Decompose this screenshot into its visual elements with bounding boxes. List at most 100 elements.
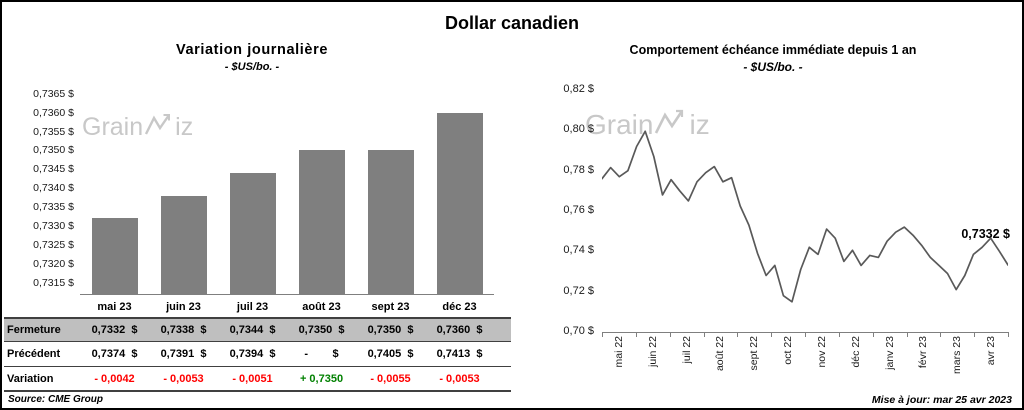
bar bbox=[91, 218, 138, 294]
table-cell: 0,7391 $ bbox=[160, 348, 207, 360]
x-axis-label: mai 22 bbox=[612, 336, 625, 368]
left-y-tick-label: 0,7330 $ bbox=[33, 220, 74, 232]
table-cell: 0,7338 $ bbox=[160, 324, 207, 336]
row-variation: Variation - 0,0042 - 0,0053 - 0,0051 + 0,735… bbox=[4, 367, 511, 392]
bar bbox=[367, 150, 414, 294]
update-note: Mise à jour: mar 25 avr 2023 bbox=[871, 394, 1012, 406]
x-axis-label: avr 23 bbox=[985, 336, 998, 366]
row-label: Précédent bbox=[7, 348, 61, 360]
right-y-tick-label: 0,78 $ bbox=[563, 163, 594, 176]
right-y-tick-label: 0,70 $ bbox=[563, 325, 594, 337]
right-y-tick-label: 0,80 $ bbox=[563, 123, 594, 136]
left-chart-x-axis-line bbox=[80, 294, 494, 295]
table-cell: - 0,0042 bbox=[94, 373, 135, 385]
bar bbox=[160, 195, 207, 294]
watermark-text-suffix: iz bbox=[175, 113, 194, 141]
table-cell: - $ bbox=[304, 348, 339, 360]
row-precedent: Précédent 0,7374 $ 0,7391 $ 0,7394 $ - $ 0,74… bbox=[4, 342, 511, 367]
table-cell: 0,7374 $ bbox=[91, 348, 138, 360]
column-header: déc 23 bbox=[442, 301, 477, 313]
column-header: août 23 bbox=[302, 301, 341, 313]
column-header: juil 23 bbox=[236, 301, 269, 313]
left-chart-subtitle: - $US/bo. - bbox=[224, 61, 280, 73]
chart-zigzag-icon bbox=[654, 108, 688, 142]
x-axis-tick bbox=[602, 333, 603, 337]
watermark-text-prefix: Grain bbox=[585, 109, 654, 140]
left-y-tick-label: 0,7360 $ bbox=[33, 106, 74, 119]
table-cell: - 0,0053 bbox=[163, 373, 204, 385]
source-note: Source: CME Group bbox=[8, 394, 104, 405]
x-axis-label: déc 22 bbox=[849, 336, 862, 368]
x-axis-label: sept 22 bbox=[748, 336, 761, 371]
table-cell: 0,7360 $ bbox=[436, 324, 483, 336]
x-axis-label: janv 23 bbox=[883, 336, 896, 370]
column-header: mai 23 bbox=[97, 301, 132, 313]
column-header: sept 23 bbox=[371, 301, 410, 313]
last-price-annotation: 0,7332 $ bbox=[961, 227, 1010, 242]
grainwiz-watermark: Grain iz bbox=[585, 108, 710, 142]
grainwiz-watermark: Grain iz bbox=[82, 112, 193, 143]
table-cell: 0,7405 $ bbox=[367, 348, 414, 360]
x-axis-label: juil 22 bbox=[680, 336, 693, 364]
x-axis-tick bbox=[940, 333, 942, 337]
x-axis-tick bbox=[703, 333, 705, 337]
x-axis-tick bbox=[669, 333, 671, 337]
right-y-tick-label: 0,76 $ bbox=[563, 204, 594, 216]
row-label: Variation bbox=[7, 373, 54, 385]
table-cell: 0,7344 $ bbox=[229, 324, 276, 336]
left-y-tick-label: 0,7320 $ bbox=[33, 257, 74, 270]
watermark-text-prefix: Grain bbox=[82, 113, 144, 141]
x-axis-label: juin 22 bbox=[646, 336, 659, 367]
x-axis-tick bbox=[737, 333, 739, 337]
left-y-tick-label: 0,7315 $ bbox=[33, 276, 74, 289]
right-y-tick-label: 0,72 $ bbox=[563, 284, 594, 297]
bar bbox=[436, 112, 483, 294]
table-header-row: mai 23 juin 23 juil 23 août 23 sept 23 déc 23 bbox=[4, 297, 511, 317]
table-cell: 0,7413 $ bbox=[436, 348, 483, 360]
x-axis-tick bbox=[906, 333, 908, 337]
x-axis-tick bbox=[838, 333, 840, 337]
right-chart-subtitle: - $US/bo. - bbox=[743, 60, 803, 74]
left-y-tick-label: 0,7365 $ bbox=[33, 87, 74, 100]
left-y-tick-label: 0,7355 $ bbox=[33, 125, 74, 138]
x-axis-label: août 22 bbox=[714, 336, 727, 372]
table-cell: - 0,0053 bbox=[439, 373, 480, 385]
row-fermeture: Fermeture 0,7332 $ 0,7338 $ 0,7344 $ 0,7350 … bbox=[4, 317, 511, 342]
x-axis-tick bbox=[771, 333, 773, 337]
table-cell: 0,7350 $ bbox=[298, 324, 345, 336]
table-cell: - 0,0051 bbox=[232, 373, 273, 385]
x-axis-tick bbox=[635, 333, 637, 337]
row-label: Fermeture bbox=[7, 324, 61, 336]
bar bbox=[298, 150, 345, 294]
left-chart-title: Variation journalière bbox=[175, 42, 328, 58]
x-axis-label: nov 22 bbox=[815, 336, 828, 368]
bar bbox=[229, 173, 276, 294]
right-y-tick-label: 0,74 $ bbox=[563, 244, 594, 257]
table-cell: 0,7332 $ bbox=[91, 324, 138, 336]
watermark-text-suffix: iz bbox=[689, 109, 710, 140]
x-axis-tick bbox=[872, 333, 874, 337]
right-y-tick-label: 0,82 $ bbox=[563, 83, 594, 95]
right-chart-x-axis-line bbox=[602, 332, 1009, 333]
table-cell: 0,7394 $ bbox=[229, 348, 276, 360]
table-cell: - 0,0055 bbox=[370, 373, 411, 385]
left-y-tick-label: 0,7350 $ bbox=[33, 144, 74, 157]
column-header: juin 23 bbox=[166, 301, 201, 313]
left-y-tick-label: 0,7335 $ bbox=[33, 201, 74, 214]
right-chart-title: Comportement échéance immédiate depuis 1… bbox=[629, 43, 917, 57]
x-axis-tick bbox=[974, 333, 976, 337]
x-axis-label: févr 23 bbox=[917, 336, 930, 369]
page-title: Dollar canadien bbox=[444, 13, 580, 33]
x-axis-label: mars 23 bbox=[951, 336, 964, 374]
x-axis-tick bbox=[805, 333, 806, 337]
table-cell: + 0,7350 bbox=[299, 373, 344, 385]
table-cell: 0,7350 $ bbox=[367, 324, 414, 336]
x-axis-label: oct 22 bbox=[782, 336, 795, 365]
line-chart bbox=[602, 130, 1008, 303]
chart-zigzag-icon bbox=[144, 112, 174, 143]
left-y-tick-label: 0,7340 $ bbox=[33, 182, 74, 195]
x-axis-tick bbox=[1008, 333, 1009, 337]
left-y-tick-label: 0,7325 $ bbox=[33, 238, 74, 251]
left-y-tick-label: 0,7345 $ bbox=[33, 163, 74, 176]
